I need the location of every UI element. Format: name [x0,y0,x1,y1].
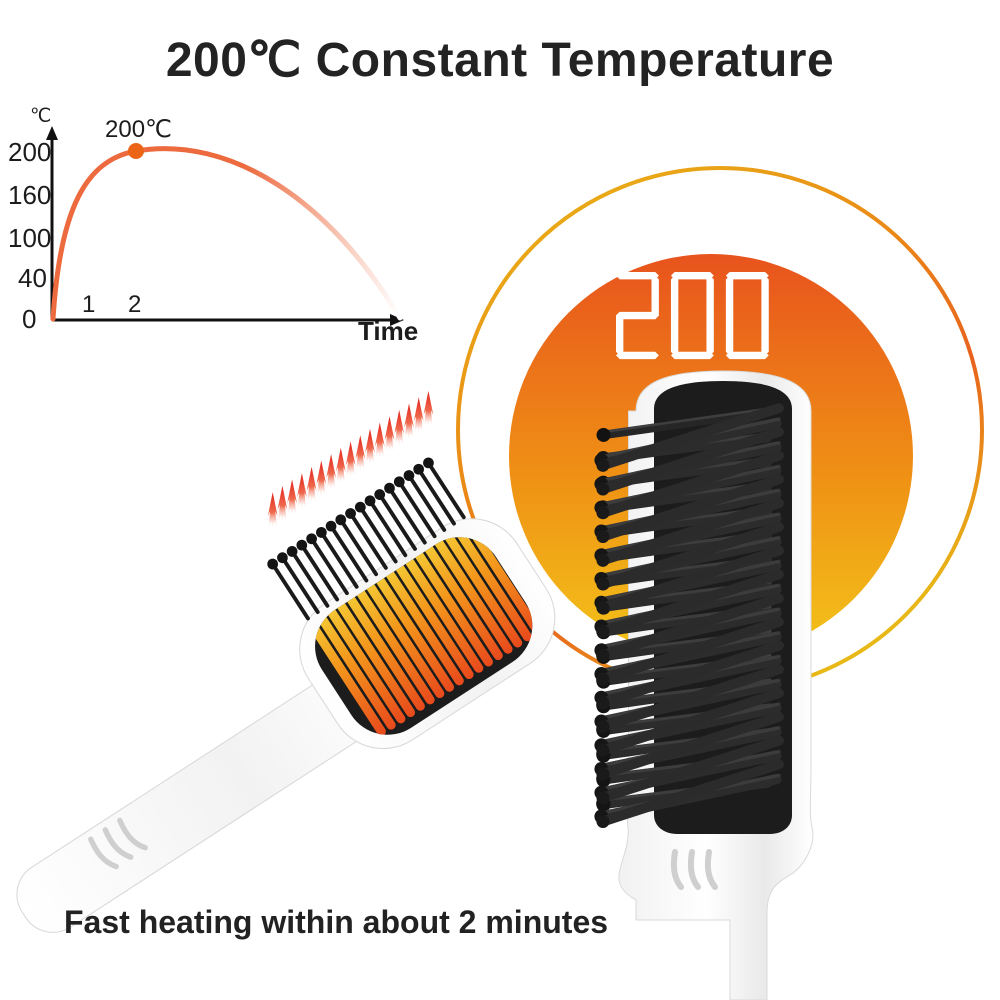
svg-text:℃: ℃ [30,106,51,127]
svg-text:2: 2 [128,291,141,318]
svg-text:200: 200 [8,137,51,167]
svg-text:200℃: 200℃ [105,116,172,143]
svg-text:160: 160 [8,180,51,210]
svg-text:Time: Time [358,316,418,340]
svg-text:100: 100 [8,223,51,253]
svg-text:1: 1 [82,291,95,318]
svg-text:40: 40 [18,263,47,293]
svg-text:0: 0 [22,304,36,334]
